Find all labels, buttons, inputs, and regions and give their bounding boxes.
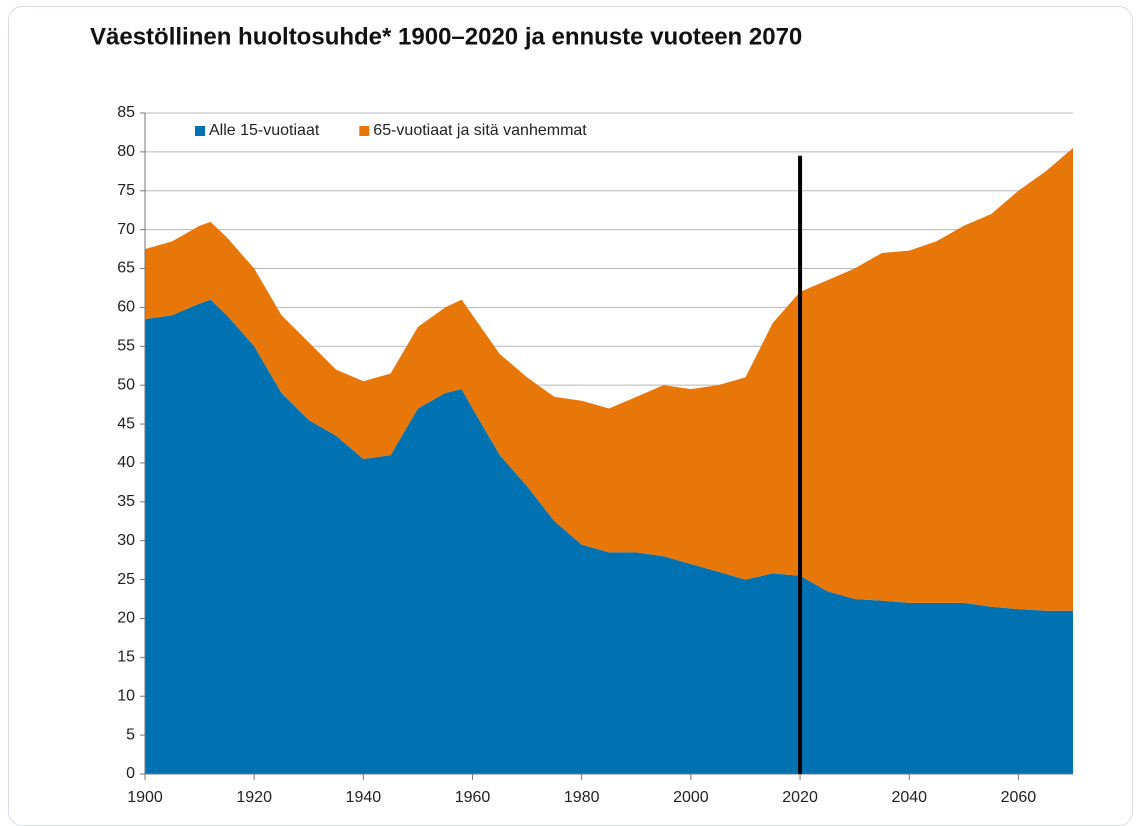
area [145,147,1073,611]
y-tick-label: 15 [117,649,135,666]
y-tick-label: 10 [117,687,135,704]
y-tick-label: 30 [117,532,135,549]
y-tick-label: 45 [117,415,135,432]
y-tick-label: 65 [117,260,135,277]
y-tick-label: 50 [117,376,135,393]
legend-swatch [195,126,205,136]
y-tick-label: 35 [117,493,135,510]
x-tick-label: 1940 [346,789,382,806]
x-tick-label: 2000 [673,789,709,806]
x-tick-label: 2060 [1001,789,1037,806]
y-tick-label: 80 [117,143,135,160]
x-tick-label: 1920 [236,789,272,806]
x-tick-label: 1980 [564,789,600,806]
legend-label: 65-vuotiaat ja sitä vanhemmat [373,122,587,139]
y-tick-label: 20 [117,610,135,627]
y-tick-label: 70 [117,221,135,238]
legend-label: Alle 15-vuotiaat [209,122,320,139]
legend-swatch [359,126,370,136]
x-tick-label: 1900 [127,789,163,806]
x-tick-label: 1960 [455,789,491,806]
y-tick-label: 25 [117,571,135,588]
x-tick-label: 2040 [891,789,927,806]
y-tick-label: 85 [117,104,135,121]
y-tick-label: 60 [117,299,135,316]
y-tick-label: 55 [117,338,135,355]
y-tick-label: 75 [117,182,135,199]
chart-title: Väestöllinen huoltosuhde* 1900–2020 ja e… [90,23,802,50]
area [145,299,1073,774]
y-tick-label: 0 [126,765,135,782]
y-tick-label: 5 [126,726,135,743]
x-tick-label: 2020 [782,789,818,806]
y-tick-label: 40 [117,454,135,471]
